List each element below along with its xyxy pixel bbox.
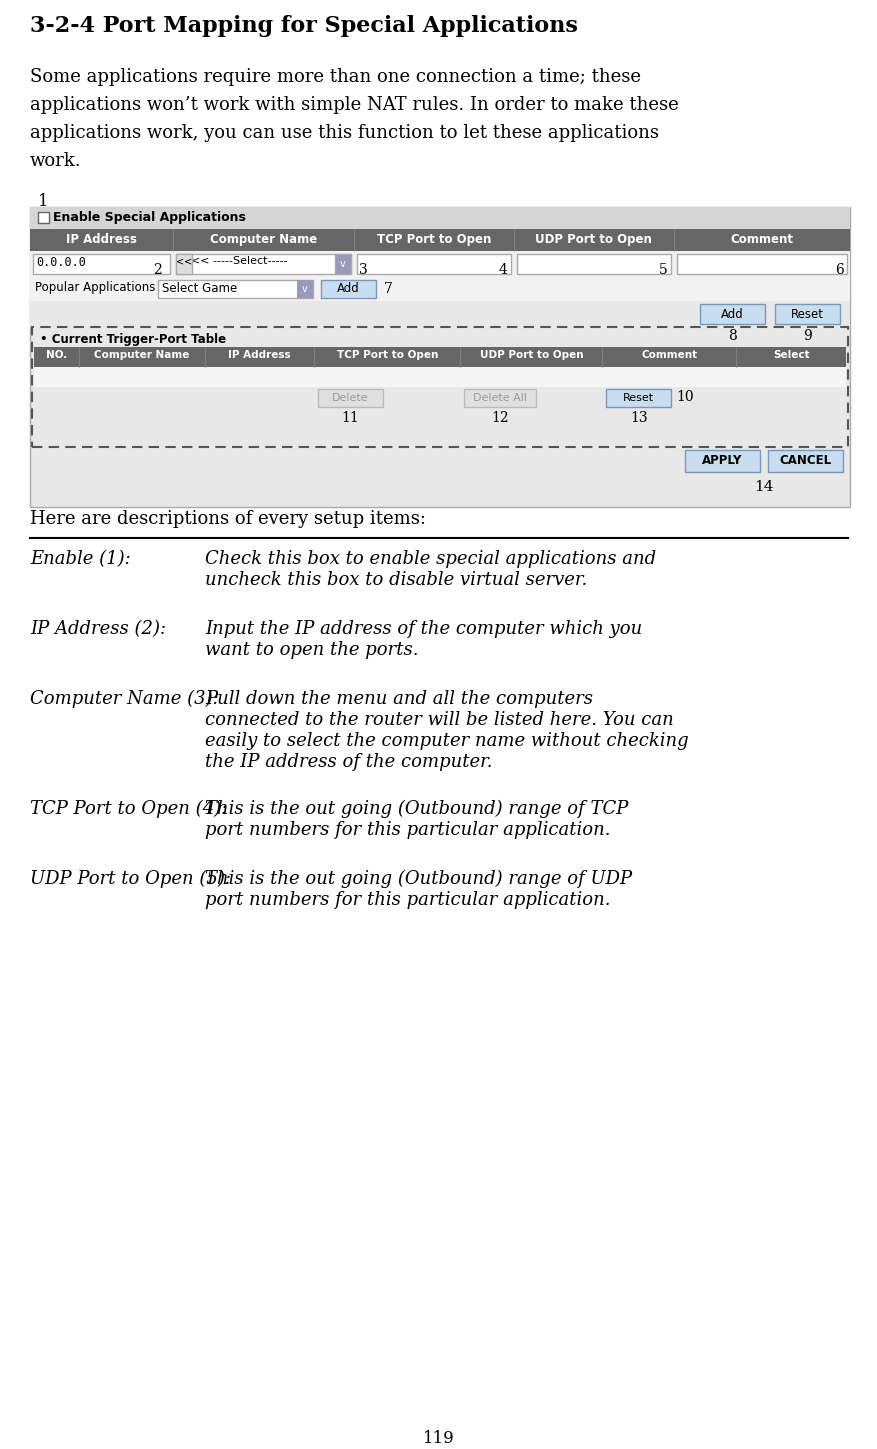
Text: 11: 11 <box>341 412 359 425</box>
Text: Input the IP address of the computer which you: Input the IP address of the computer whi… <box>204 620 641 638</box>
Text: the IP address of the computer.: the IP address of the computer. <box>204 753 492 771</box>
Text: << -----Select-----: << -----Select----- <box>191 256 288 267</box>
Bar <box>30 207 849 229</box>
Text: Delete All: Delete All <box>473 393 527 403</box>
Bar <box>33 254 170 274</box>
Bar <box>464 388 536 407</box>
Bar <box>34 346 845 367</box>
Text: uncheck this box to disable virtual server.: uncheck this box to disable virtual serv… <box>204 571 587 588</box>
Text: • Current Trigger-Port Table: • Current Trigger-Port Table <box>40 333 226 346</box>
Bar <box>296 280 312 298</box>
Bar <box>684 451 759 472</box>
Bar <box>321 280 375 298</box>
Text: 13: 13 <box>630 412 647 425</box>
Bar <box>30 207 849 507</box>
Text: Pull down the menu and all the computers: Pull down the menu and all the computers <box>204 690 592 709</box>
Text: v: v <box>302 284 308 294</box>
Text: 9: 9 <box>802 329 811 343</box>
Text: Enable Special Applications: Enable Special Applications <box>53 212 246 225</box>
Text: applications won’t work with simple NAT rules. In order to make these: applications won’t work with simple NAT … <box>30 96 678 114</box>
Bar <box>176 254 192 274</box>
Text: Comment: Comment <box>640 351 696 359</box>
Text: CANCEL: CANCEL <box>779 455 831 468</box>
Text: Here are descriptions of every setup items:: Here are descriptions of every setup ite… <box>30 510 425 527</box>
Bar <box>517 254 670 274</box>
Text: This is the out going (Outbound) range of TCP: This is the out going (Outbound) range o… <box>204 800 628 819</box>
Text: 5: 5 <box>658 264 667 277</box>
Bar <box>356 254 510 274</box>
Text: Computer Name: Computer Name <box>210 233 317 246</box>
Text: 3-2-4 Port Mapping for Special Applications: 3-2-4 Port Mapping for Special Applicati… <box>30 14 577 38</box>
Text: port numbers for this particular application.: port numbers for this particular applica… <box>204 822 610 839</box>
Text: Select Game: Select Game <box>162 283 237 296</box>
Bar <box>30 229 849 251</box>
Text: work.: work. <box>30 152 82 170</box>
Text: Computer Name (3):: Computer Name (3): <box>30 690 218 709</box>
Bar <box>34 367 845 387</box>
Text: 0.0.0.0: 0.0.0.0 <box>36 256 86 270</box>
Text: Check this box to enable special applications and: Check this box to enable special applica… <box>204 551 655 568</box>
Text: IP Address (2):: IP Address (2): <box>30 620 166 638</box>
Text: Reset: Reset <box>790 307 823 320</box>
Text: APPLY: APPLY <box>702 455 742 468</box>
Text: port numbers for this particular application.: port numbers for this particular applica… <box>204 891 610 909</box>
Text: 12: 12 <box>491 412 509 425</box>
Text: Reset: Reset <box>623 393 653 403</box>
Text: UDP Port to Open (5):: UDP Port to Open (5): <box>30 869 231 888</box>
Text: IP Address: IP Address <box>228 351 290 359</box>
Text: TCP Port to Open (4):: TCP Port to Open (4): <box>30 800 227 819</box>
Bar <box>676 254 846 274</box>
Text: Some applications require more than one connection a time; these: Some applications require more than one … <box>30 68 640 85</box>
Bar <box>38 212 49 223</box>
Text: UDP Port to Open: UDP Port to Open <box>479 351 582 359</box>
Text: Add: Add <box>337 283 360 296</box>
Text: Add: Add <box>720 307 743 320</box>
Bar <box>334 254 351 274</box>
Text: <<: << <box>176 256 192 267</box>
Text: v: v <box>339 259 346 270</box>
Bar <box>30 251 849 277</box>
Text: Enable (1):: Enable (1): <box>30 551 131 568</box>
Text: TCP Port to Open: TCP Port to Open <box>376 233 490 246</box>
Text: easily to select the computer name without checking: easily to select the computer name witho… <box>204 732 688 751</box>
Text: Select: Select <box>772 351 809 359</box>
Text: Delete: Delete <box>332 393 368 403</box>
Bar <box>606 388 671 407</box>
Text: Computer Name: Computer Name <box>94 351 189 359</box>
Bar <box>774 304 839 325</box>
Bar <box>30 277 849 301</box>
Text: 8: 8 <box>727 329 736 343</box>
Text: want to open the ports.: want to open the ports. <box>204 640 418 659</box>
Text: connected to the router will be listed here. You can: connected to the router will be listed h… <box>204 711 673 729</box>
Text: 7: 7 <box>383 283 392 296</box>
Text: Popular Applications :: Popular Applications : <box>35 281 163 294</box>
Bar <box>317 388 382 407</box>
Bar <box>30 301 849 327</box>
Bar <box>32 327 847 446</box>
Text: NO.: NO. <box>46 351 67 359</box>
Text: 6: 6 <box>834 264 843 277</box>
Bar <box>767 451 842 472</box>
Text: 119: 119 <box>423 1430 454 1448</box>
Text: 10: 10 <box>675 390 693 404</box>
Bar <box>699 304 764 325</box>
Bar <box>158 280 312 298</box>
Text: IP Address: IP Address <box>67 233 137 246</box>
Text: applications work, you can use this function to let these applications: applications work, you can use this func… <box>30 125 659 142</box>
Text: 4: 4 <box>498 264 507 277</box>
Text: 2: 2 <box>153 264 162 277</box>
Text: This is the out going (Outbound) range of UDP: This is the out going (Outbound) range o… <box>204 869 631 888</box>
Text: Comment: Comment <box>730 233 793 246</box>
Text: UDP Port to Open: UDP Port to Open <box>535 233 652 246</box>
Text: TCP Port to Open: TCP Port to Open <box>336 351 438 359</box>
Text: 3: 3 <box>359 264 367 277</box>
Text: 1: 1 <box>38 193 48 210</box>
Bar <box>176 254 351 274</box>
Text: 14: 14 <box>753 480 773 494</box>
